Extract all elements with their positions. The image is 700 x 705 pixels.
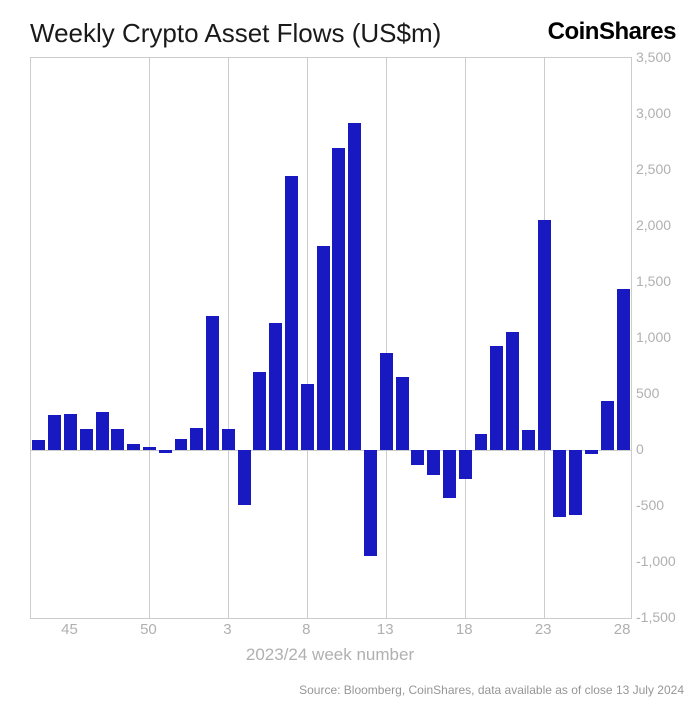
- bar: [206, 316, 219, 450]
- y-tick-label: 3,000: [636, 105, 671, 121]
- chart-container: -1,500-1,000-50005001,0001,5002,0002,500…: [30, 57, 670, 617]
- bar: [285, 176, 298, 450]
- y-tick-label: -1,000: [636, 553, 676, 569]
- zero-line: [31, 450, 631, 451]
- y-tick-label: 2,000: [636, 217, 671, 233]
- bar: [364, 450, 377, 556]
- x-axis-labels: 45 50 3 8 13 18 23 28: [30, 621, 630, 641]
- y-tick-label: -1,500: [636, 609, 676, 625]
- bar: [111, 429, 124, 450]
- bar: [96, 412, 109, 450]
- y-tick-label: 3,500: [636, 49, 671, 65]
- bar: [490, 346, 503, 450]
- chart-title: Weekly Crypto Asset Flows (US$m): [30, 18, 441, 49]
- bar: [143, 447, 156, 450]
- bar: [222, 429, 235, 450]
- bar: [506, 332, 519, 450]
- bar: [32, 440, 45, 450]
- y-tick-label: 500: [636, 385, 659, 401]
- bar: [396, 377, 409, 450]
- bar: [443, 450, 456, 498]
- y-tick-label: -500: [636, 497, 664, 513]
- x-axis-title: 2023/24 week number: [30, 645, 630, 665]
- bar: [411, 450, 424, 465]
- y-axis-labels: -1,500-1,000-50005001,0001,5002,0002,500…: [636, 57, 686, 617]
- y-tick-label: 0: [636, 441, 644, 457]
- y-tick-label: 1,000: [636, 329, 671, 345]
- bar: [459, 450, 472, 479]
- brand-logo: CoinShares: [548, 18, 676, 46]
- bar: [64, 414, 77, 450]
- gridline-vertical: [149, 58, 150, 618]
- gridline-vertical: [228, 58, 229, 618]
- gridline-vertical: [307, 58, 308, 618]
- bar: [601, 401, 614, 450]
- bar: [127, 444, 140, 450]
- bar: [348, 123, 361, 450]
- bar: [301, 384, 314, 450]
- bar: [538, 220, 551, 450]
- bar: [585, 450, 598, 454]
- bar: [569, 450, 582, 515]
- bar: [269, 323, 282, 450]
- bar: [475, 434, 488, 450]
- y-tick-label: 1,500: [636, 273, 671, 289]
- bar: [522, 430, 535, 450]
- bar: [380, 353, 393, 450]
- gridline-vertical: [465, 58, 466, 618]
- bar: [80, 429, 93, 450]
- y-tick-label: 2,500: [636, 161, 671, 177]
- bar: [159, 450, 172, 453]
- x-tick-label: 18: [456, 621, 473, 638]
- bar: [175, 439, 188, 450]
- bar: [553, 450, 566, 517]
- x-tick-label: 13: [377, 621, 394, 638]
- x-tick-label: 28: [614, 621, 631, 638]
- plot-area: [30, 57, 632, 619]
- bar: [190, 428, 203, 450]
- bar: [317, 246, 330, 450]
- x-tick-label: 3: [223, 621, 231, 638]
- x-tick-label: 8: [302, 621, 310, 638]
- bar: [427, 450, 440, 475]
- bar: [48, 415, 61, 450]
- bar: [253, 372, 266, 450]
- bar: [238, 450, 251, 505]
- bar: [332, 148, 345, 450]
- gridline-vertical: [386, 58, 387, 618]
- bar: [617, 289, 630, 450]
- source-text: Source: Bloomberg, CoinShares, data avai…: [299, 683, 684, 697]
- x-tick-label: 50: [140, 621, 157, 638]
- x-tick-label: 23: [535, 621, 552, 638]
- x-tick-label: 45: [61, 621, 78, 638]
